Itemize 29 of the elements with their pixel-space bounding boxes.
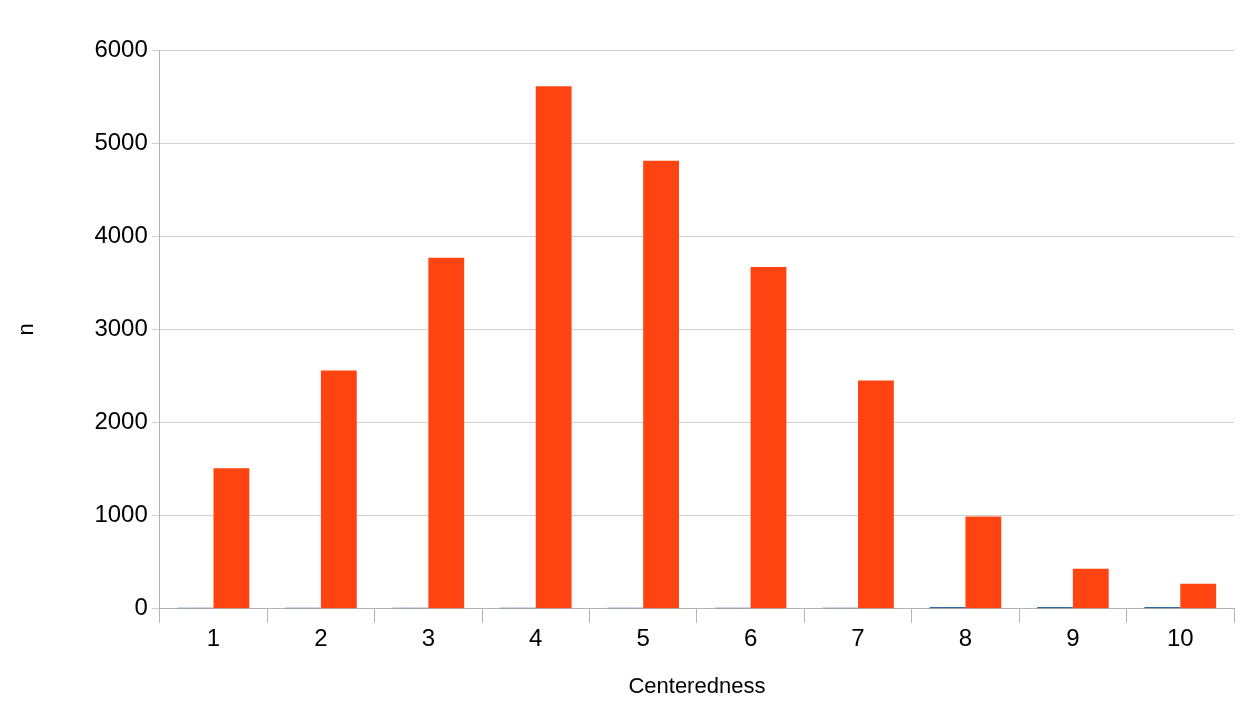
x-tick-label: 1	[206, 623, 221, 651]
x-tick-label: 9	[1066, 623, 1080, 651]
x-tick-label: 6	[743, 623, 758, 651]
x-tick-label: 10	[1166, 623, 1194, 651]
bar	[428, 257, 465, 609]
x-tick-label: 2	[314, 623, 328, 651]
bar	[1072, 568, 1109, 609]
y-tick-label: 5000	[94, 127, 148, 155]
y-tick-label: 3000	[94, 314, 148, 342]
y-tick-label: 4000	[94, 220, 148, 248]
x-tick-label: 8	[958, 623, 973, 651]
bar	[213, 468, 250, 609]
x-tick-label: 5	[636, 623, 650, 651]
y-axis-title: n	[13, 323, 39, 336]
x-tick-label: 4	[529, 623, 543, 651]
bar	[965, 516, 1002, 609]
y-tick-label: 2000	[94, 407, 148, 435]
y-tick-label: 6000	[94, 34, 148, 62]
y-tick-label: 1000	[94, 500, 148, 528]
bar	[1180, 583, 1217, 609]
x-tick-label: 3	[421, 623, 436, 651]
x-axis-title: Centeredness	[628, 672, 766, 698]
bar	[643, 160, 680, 609]
bar	[535, 86, 572, 609]
bar	[320, 370, 357, 609]
bar	[750, 267, 787, 609]
y-tick-label: 0	[134, 593, 148, 621]
x-tick-label: 7	[851, 623, 865, 651]
bar	[858, 380, 894, 609]
